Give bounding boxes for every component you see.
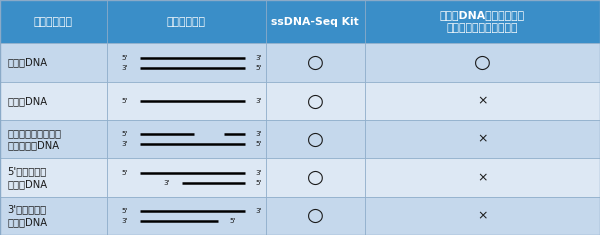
Text: 3': 3' xyxy=(255,98,262,104)
Bar xyxy=(0,120,107,158)
Bar xyxy=(0,158,107,197)
Text: ×: × xyxy=(477,171,488,184)
Bar xyxy=(365,158,600,197)
Text: 5': 5' xyxy=(121,208,128,214)
Text: 5': 5' xyxy=(255,65,262,70)
Text: 5': 5' xyxy=(121,170,128,176)
Text: 3': 3' xyxy=(121,65,128,70)
Bar xyxy=(365,120,600,158)
Bar xyxy=(365,0,600,43)
Text: サンプル形態: サンプル形態 xyxy=(167,17,206,27)
Text: 5': 5' xyxy=(229,218,236,224)
Text: 3': 3' xyxy=(255,55,262,61)
Bar xyxy=(266,0,365,43)
Bar xyxy=(266,82,365,120)
Text: 3': 3' xyxy=(255,170,262,176)
Bar xyxy=(266,197,365,235)
Text: 3': 3' xyxy=(255,208,262,214)
Text: 5': 5' xyxy=(255,180,262,185)
Bar xyxy=(107,82,266,120)
Text: 3': 3' xyxy=(255,131,262,137)
Text: 5': 5' xyxy=(121,55,128,61)
Bar xyxy=(266,120,365,158)
Text: ○: ○ xyxy=(307,130,324,149)
Text: ○: ○ xyxy=(307,206,324,225)
Text: ssDNA-Seq Kit: ssDNA-Seq Kit xyxy=(271,17,359,27)
Text: 二本鎖DNAを対象とした
ライブラリー調製キット: 二本鎖DNAを対象とした ライブラリー調製キット xyxy=(440,10,525,33)
Text: 3'末端突出の
二本鎖DNA: 3'末端突出の 二本鎖DNA xyxy=(7,204,47,227)
Bar xyxy=(107,120,266,158)
Text: 5': 5' xyxy=(121,131,128,137)
Text: 5': 5' xyxy=(255,141,262,147)
Text: ○: ○ xyxy=(474,53,491,72)
Bar xyxy=(0,0,107,43)
Text: 5': 5' xyxy=(121,98,128,104)
Text: 一本鎖DNA: 一本鎖DNA xyxy=(7,96,47,106)
Text: ○: ○ xyxy=(307,53,324,72)
Text: 3': 3' xyxy=(121,141,128,147)
Text: ニックやギャップを
もつ二本鎖DNA: ニックやギャップを もつ二本鎖DNA xyxy=(7,128,61,151)
Text: 5'末端突出の
二本鎖DNA: 5'末端突出の 二本鎖DNA xyxy=(7,166,47,189)
Bar xyxy=(107,197,266,235)
Text: ○: ○ xyxy=(307,168,324,187)
Text: ×: × xyxy=(477,209,488,222)
Bar xyxy=(0,197,107,235)
Bar xyxy=(365,197,600,235)
Bar xyxy=(107,0,266,43)
Text: ×: × xyxy=(477,94,488,107)
Bar xyxy=(266,158,365,197)
Text: 二本鎖DNA: 二本鎖DNA xyxy=(7,58,47,68)
Bar xyxy=(107,43,266,82)
Bar xyxy=(107,158,266,197)
Text: 3': 3' xyxy=(121,218,128,224)
Text: 3': 3' xyxy=(163,180,170,185)
Bar xyxy=(365,82,600,120)
Bar xyxy=(266,43,365,82)
Bar xyxy=(0,82,107,120)
Text: ○: ○ xyxy=(307,91,324,110)
Bar xyxy=(365,43,600,82)
Bar xyxy=(0,43,107,82)
Text: ×: × xyxy=(477,133,488,146)
Text: サンプル種類: サンプル種類 xyxy=(34,17,73,27)
